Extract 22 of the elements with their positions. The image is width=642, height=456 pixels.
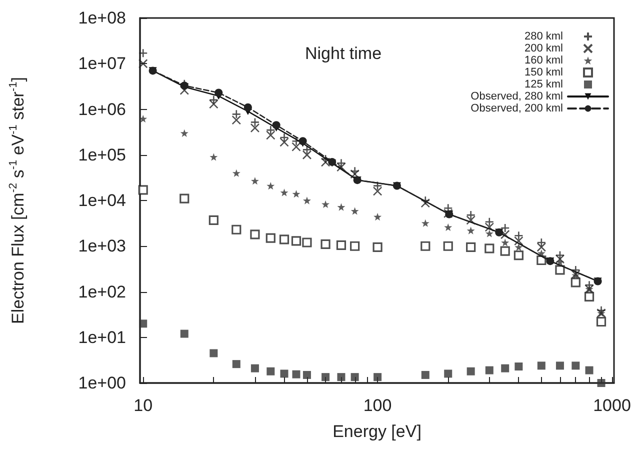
text: Night time — [305, 44, 382, 63]
y-tick-label: 1e+01 — [78, 328, 126, 347]
legend-label: 150 kml — [524, 66, 563, 78]
x-axis-title: Energy [eV] — [332, 422, 422, 441]
y-tick-label: 1e+06 — [78, 100, 126, 119]
legend-label: 200 kml — [524, 42, 563, 54]
legend-label: Observed, 280 kml — [470, 90, 563, 102]
legend-label: 125 kml — [524, 78, 563, 90]
legend-label: 160 kml — [524, 54, 563, 66]
text: Electron Flux [cm-2 s-1 eV-1 ster-1] — [8, 77, 28, 324]
y-tick-label: 1e+05 — [78, 145, 126, 164]
legend-label: Observed, 200 kml — [470, 102, 563, 114]
y-tick-label: 1e+04 — [78, 191, 126, 210]
y-tick-label: 1e+03 — [78, 236, 126, 256]
y-tick-label: 1e+08 — [78, 8, 126, 28]
y-tick-label: 1e+07 — [78, 54, 126, 74]
x-tick-label: 10 — [134, 396, 153, 415]
y-tick-label: 1e+00 — [78, 374, 126, 392]
y-tick-label: 1e+02 — [78, 282, 126, 302]
legend-label: 280 kml — [524, 30, 563, 42]
x-tick-label: 1000 — [593, 396, 631, 415]
x-tick-label: 100 — [363, 396, 392, 415]
